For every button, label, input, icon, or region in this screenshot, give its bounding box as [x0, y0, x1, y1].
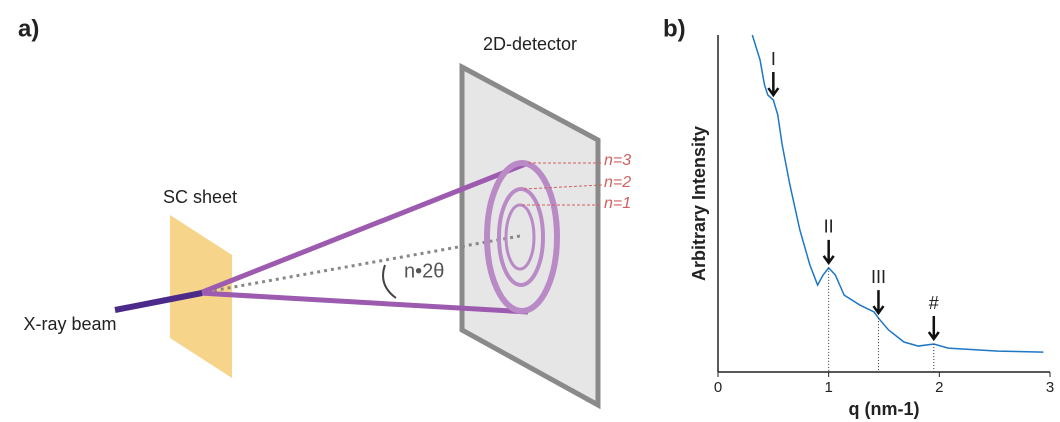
- order-label: n=1: [604, 195, 631, 212]
- peak-arrow: [824, 240, 834, 263]
- peak-label: III: [871, 267, 886, 287]
- beam-label: X-ray beam: [23, 314, 116, 334]
- detector-label: 2D-detector: [483, 34, 577, 54]
- x-tick-label: 3: [1046, 379, 1054, 396]
- figure: a) n=3 n=2 n=1 n•2θ 2D-detector SC sheet…: [0, 0, 1060, 422]
- peak-label: II: [824, 217, 834, 237]
- x-tick-label: 0: [714, 379, 722, 396]
- peak-arrow: [929, 316, 939, 339]
- peak-label: I: [771, 49, 776, 69]
- x-axis-label: q (nm-1): [849, 399, 920, 419]
- panel-label: a): [18, 15, 39, 42]
- angle-label: n•2θ: [404, 260, 444, 282]
- order-label: n=2: [604, 174, 631, 191]
- detector: [462, 67, 598, 405]
- y-axis-label: Arbitrary Intensity: [689, 126, 709, 281]
- order-label: n=3: [604, 152, 631, 169]
- data-line: [752, 35, 1043, 352]
- peak-arrow: [873, 290, 883, 313]
- peak-label: #: [929, 293, 939, 313]
- x-tick-label: 2: [935, 379, 943, 396]
- panel-label: b): [663, 15, 686, 42]
- peak-arrow: [768, 72, 778, 95]
- sheet-label: SC sheet: [163, 187, 237, 207]
- x-tick-label: 1: [824, 379, 832, 396]
- angle-arc: [383, 265, 396, 298]
